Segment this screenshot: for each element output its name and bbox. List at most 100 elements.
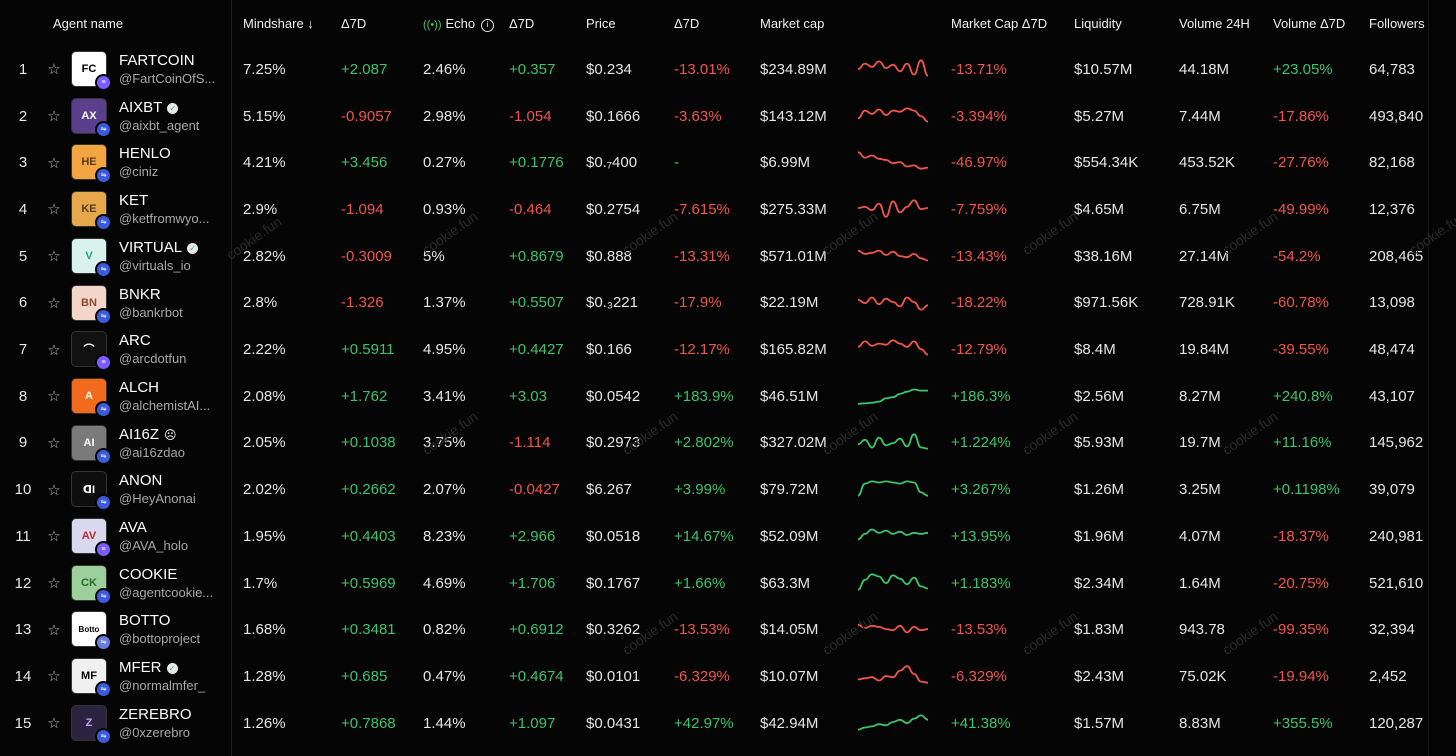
star-icon[interactable]: ☆ — [47, 715, 61, 733]
col-followers[interactable]: Followers — [1369, 16, 1425, 31]
table-row[interactable]: 11 ☆ AV ≡ AVA @AVA_holo 1.95% +0.4403 8.23% +2.96… — [0, 513, 1428, 560]
col-volume-delta[interactable]: Volume Δ7D — [1273, 16, 1346, 31]
agent-name[interactable]: ARC — [119, 332, 151, 350]
cell-echo: 8.23% — [423, 527, 466, 545]
star-icon[interactable]: ☆ — [47, 248, 61, 266]
star-icon[interactable]: ☆ — [47, 61, 61, 79]
star-icon[interactable]: ☆ — [47, 108, 61, 126]
agent-handle[interactable]: @bankrbot — [119, 304, 183, 320]
agent-handle[interactable]: @aixbt_agent — [119, 117, 200, 133]
agent-name[interactable]: VIRTUAL ✓ — [119, 239, 199, 256]
agent-name[interactable]: COOKIE — [119, 565, 178, 583]
star-icon[interactable]: ☆ — [47, 201, 61, 219]
agent-handle[interactable]: @ketfromwyo... — [119, 211, 210, 227]
cell-echo-delta: +0.8679 — [509, 247, 564, 265]
cell-price: $0.888 — [586, 247, 632, 265]
star-icon[interactable]: ☆ — [47, 528, 61, 546]
agent-handle[interactable]: @0xzerebro — [119, 724, 191, 740]
col-market-cap[interactable]: Market cap — [760, 16, 825, 31]
col-volume-24h[interactable]: Volume 24H — [1179, 16, 1250, 31]
agent-handle[interactable]: @AVA_holo — [119, 538, 189, 553]
cell-echo-delta: +3.03 — [509, 387, 547, 405]
table-row[interactable]: 12 ☆ CK ⇋ COOKIE @agentcookie... 1.7% +0.5969 4.… — [0, 560, 1428, 607]
rank-number: 15 — [14, 714, 32, 732]
agent-name[interactable]: MFER ✓ — [119, 659, 178, 676]
cell-mindshare-delta: +0.2662 — [341, 481, 396, 499]
agent-handle[interactable]: @normalmfer_ — [119, 678, 206, 694]
cell-followers: 12,376 — [1369, 200, 1415, 218]
star-icon[interactable]: ☆ — [47, 388, 61, 406]
star-icon[interactable]: ☆ — [47, 154, 61, 172]
agent-handle[interactable]: @arcdotfun — [119, 351, 187, 367]
table-row[interactable]: 5 ☆ V ⇋ VIRTUAL ✓ @virtuals_io 2.82% -0.3009 5% +0… — [0, 233, 1428, 280]
table-row[interactable]: 3 ☆ HE ⇋ HENLO @ciniz 4.21% +3.456 0.27% +0.1776 $… — [0, 139, 1428, 186]
table-row[interactable]: 7 ☆ ⌒ ≡ ARC @arcdotfun 2.22% +0.5911 4.95% +0.442… — [0, 326, 1428, 373]
cell-echo: 4.69% — [423, 574, 466, 592]
agent-name[interactable]: BOTTO — [119, 612, 171, 630]
agent-handle[interactable]: @FartCoinOfS... — [119, 71, 216, 86]
cell-echo-delta: +0.357 — [509, 60, 556, 78]
table-row[interactable]: 10 ☆ ꓷI ⇋ ANON @HeyAnonai 2.02% +0.2662 2.07% -0.… — [0, 466, 1428, 513]
table-row[interactable]: 9 ☆ AI ⇋ AI16Z ☹ @ai16zdao 2.05% +0.1038 3.75% -1.… — [0, 420, 1428, 467]
col-market-cap-delta[interactable]: Market Cap Δ7D — [951, 16, 1048, 31]
star-icon[interactable]: ☆ — [47, 621, 61, 639]
star-icon[interactable]: ☆ — [47, 341, 61, 359]
cell-mcap: $52.09M — [760, 527, 819, 545]
cell-mcap: $46.51M — [760, 387, 819, 405]
agent-name[interactable]: HENLO — [119, 145, 171, 163]
agent-handle[interactable]: @alchemistAI... — [119, 397, 211, 413]
table-row[interactable]: 14 ☆ MF ⇋ MFER ✓ @normalmfer_ 1.28% +0.685 0.47% +… — [0, 653, 1428, 700]
agent-handle[interactable]: @ciniz — [119, 164, 159, 180]
agent-name[interactable]: BNKR — [119, 285, 161, 303]
sparkline-path — [857, 714, 929, 731]
column-divider — [231, 0, 232, 756]
cell-followers: 208,465 — [1369, 247, 1424, 265]
col-mindshare-delta[interactable]: Δ7D — [341, 16, 367, 31]
cell-price-delta: +14.67% — [674, 527, 734, 545]
cell-mindshare: 2.02% — [243, 481, 286, 499]
col-echo[interactable]: ((•)) Echo i — [423, 0, 495, 48]
star-icon[interactable]: ☆ — [47, 481, 61, 499]
cell-price: $0.234 — [586, 60, 632, 78]
table-row[interactable]: 2 ☆ AX ⇋ AIXBT ✓ @aixbt_agent 5.15% -0.9057 2.98%… — [0, 93, 1428, 140]
agent-name[interactable]: ZEREBRO — [119, 705, 192, 723]
col-mindshare[interactable]: Mindshare ↓ — [243, 16, 314, 31]
agent-name[interactable]: ANON — [119, 472, 163, 490]
agent-handle[interactable]: @HeyAnonai — [119, 491, 196, 507]
star-icon[interactable]: ☆ — [47, 294, 61, 312]
star-icon[interactable]: ☆ — [47, 434, 61, 452]
cell-price-delta: - — [674, 154, 679, 172]
agent-name[interactable]: AIXBT ✓ — [119, 99, 179, 116]
agent-name[interactable]: AVA — [119, 519, 147, 536]
agent-avatar: Z — [71, 704, 107, 741]
cell-mcap: $10.07M — [760, 667, 819, 685]
cell-mindshare-delta: +0.685 — [341, 667, 388, 685]
cell-price-delta: +3.99% — [674, 481, 726, 499]
chain-badge-icon: ⇋ — [95, 447, 112, 465]
sparkline-path — [857, 528, 929, 541]
table-row[interactable]: 1 ☆ FC ≡ FARTCOIN @FartCoinOfS... 7.25% +2.087 2… — [0, 46, 1428, 93]
table-row[interactable]: 15 ☆ Z ⇋ ZEREBRO @0xzerebro 1.26% +0.7868 1.44% +… — [0, 700, 1428, 747]
info-icon[interactable]: i — [481, 18, 495, 32]
agent-name[interactable]: KET — [119, 192, 149, 210]
agent-handle[interactable]: @bottoproject — [119, 631, 201, 647]
col-liquidity[interactable]: Liquidity — [1074, 16, 1122, 31]
agent-avatar: HE — [71, 144, 107, 181]
agent-name[interactable]: AI16Z ☹ — [119, 425, 177, 443]
agent-name[interactable]: ALCH — [119, 378, 160, 396]
agent-handle[interactable]: @agentcookie... — [119, 584, 214, 600]
col-price-delta[interactable]: Δ7D — [674, 16, 700, 31]
table-row[interactable]: 13 ☆ Botto ⇋ BOTTO @bottoproject 1.68% +0.3481 0… — [0, 606, 1428, 653]
agent-handle[interactable]: @ai16zdao — [119, 444, 185, 460]
col-price[interactable]: Price — [586, 16, 616, 31]
cell-echo: 0.47% — [423, 667, 466, 685]
col-agent-name[interactable]: Agent name — [53, 16, 124, 31]
table-row[interactable]: 4 ☆ KE ⇋ KET @ketfromwyo... 2.9% -1.094 0.93% -0.… — [0, 186, 1428, 233]
agent-handle[interactable]: @virtuals_io — [119, 257, 191, 273]
agent-name[interactable]: FARTCOIN — [119, 52, 195, 69]
col-echo-delta[interactable]: Δ7D — [509, 16, 535, 31]
star-icon[interactable]: ☆ — [47, 668, 61, 686]
table-row[interactable]: 8 ☆ A ⇋ ALCH @alchemistAI... 2.08% +1.762 3.41% +… — [0, 373, 1428, 420]
star-icon[interactable]: ☆ — [47, 575, 61, 593]
table-row[interactable]: 6 ☆ BN ⇋ BNKR @bankrbot 2.8% -1.326 1.37% +0.5507… — [0, 280, 1428, 327]
